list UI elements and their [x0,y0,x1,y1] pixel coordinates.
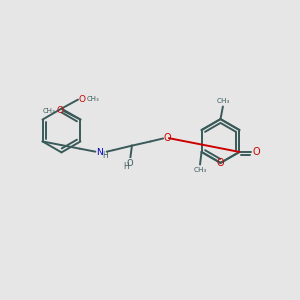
Text: CH₃: CH₃ [86,96,99,102]
Text: O: O [164,133,171,143]
Text: O: O [217,158,225,168]
Text: H: H [102,151,108,160]
Text: N: N [97,148,103,157]
Text: CH₃: CH₃ [42,108,55,114]
Text: CH₃: CH₃ [193,167,207,173]
Text: H: H [123,162,129,171]
Text: O: O [79,95,86,104]
Text: CH₃: CH₃ [216,98,230,104]
Text: O: O [127,158,134,167]
Text: O: O [56,106,63,116]
Text: O: O [252,147,260,157]
